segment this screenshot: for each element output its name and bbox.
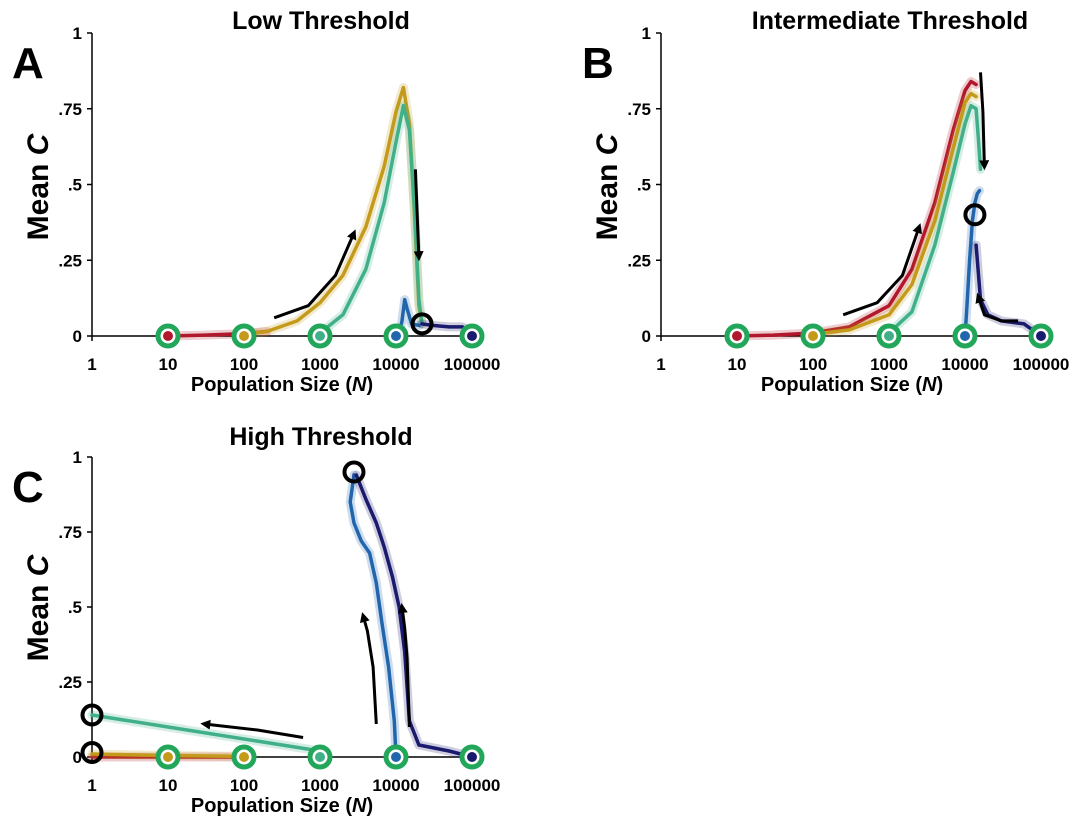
x-tick-label: 1000 [870,355,908,374]
y-tick-label: .25 [58,673,82,692]
end-point-marker [963,203,987,227]
x-tick-label: 10000 [372,355,419,374]
start-point-dot [315,752,325,762]
x-tick-label: 10 [728,355,747,374]
end-point-marker [410,312,434,336]
y-tick-label: .25 [58,251,82,270]
x-tick-label: 10000 [372,776,419,795]
start-point-dot [315,331,325,341]
y-tick-label: 1 [73,24,82,43]
y-tick-label: .75 [627,100,651,119]
y-tick-label: 0 [73,327,82,346]
x-tick-label: 10 [159,776,178,795]
start-point-dot [467,331,477,341]
start-point-dot [1036,331,1046,341]
trajectory-arrow [273,229,357,320]
panel-label-c: C [12,463,44,512]
x-tick-label: 100000 [444,355,501,374]
panel-label-a: A [12,39,44,88]
x-axis-label-b: Population Size (N) [761,374,943,396]
trajectory-arrow [360,612,378,725]
x-tick-label: 100000 [444,776,501,795]
start-point-dot [163,752,173,762]
y-tick-label: .5 [68,598,82,617]
y-tick-label: 0 [642,327,651,346]
x-tick-label: 1 [656,355,665,374]
x-tick-label: 1 [87,355,96,374]
start-point-dot [391,752,401,762]
end-point-marker [80,741,104,764]
x-tick-label: 1000 [301,776,339,795]
series-line [348,473,398,759]
chart-title-intermediate: Intermediate Threshold [752,7,1028,35]
series-line [354,473,474,759]
panel-low-threshold: A Low Threshold Mean C Population Size (… [12,7,500,396]
x-tick-label: 10000 [941,355,988,374]
series-line [90,713,322,753]
y-tick-label: .5 [637,176,651,195]
y-tick-label: .5 [68,176,82,195]
end-point-marker [342,460,366,484]
chart-title-high: High Threshold [229,423,412,451]
y-tick-label: .25 [627,251,651,270]
y-axis-label-a: Mean C [22,132,55,240]
start-point-dot [884,331,894,341]
x-axis-label-c: Population Size (N) [191,795,373,817]
series-line [887,103,983,335]
start-point-dot [239,331,249,341]
start-point-dot [239,752,249,762]
x-axis-label-a: Population Size (N) [191,374,373,396]
start-point-dot [732,331,742,341]
end-point-marker [80,703,104,727]
panel-label-b: B [582,39,614,88]
start-point-dot [960,331,970,341]
start-point-dot [467,752,477,762]
x-tick-label: 1000 [301,355,339,374]
x-tick-label: 100 [230,776,258,795]
trajectory-arrow [975,292,1019,323]
y-tick-label: 1 [642,24,651,43]
trajectory-arrow [413,169,424,262]
start-point-dot [808,331,818,341]
y-axis-label-c: Mean C [22,553,55,661]
start-point-dot [391,331,401,341]
y-tick-label: 1 [73,448,82,467]
x-tick-label: 100 [230,355,258,374]
y-tick-label: .75 [58,100,82,119]
start-point-dot [163,331,173,341]
trajectory-arrow [979,72,990,171]
x-tick-label: 1 [87,776,96,795]
x-tick-label: 100 [799,355,827,374]
chart-title-low: Low Threshold [232,7,410,35]
x-tick-label: 100000 [1013,355,1070,374]
panel-intermediate-threshold: B Intermediate Threshold Mean C Populati… [582,7,1069,396]
x-tick-label: 10 [159,355,178,374]
y-tick-label: .75 [58,523,82,542]
trajectory-arrow [397,603,411,728]
panel-high-threshold: C High Threshold Mean C Population Size … [12,423,500,817]
series-line [811,91,978,336]
y-tick-label: 0 [73,748,82,767]
trajectory-arrow [200,719,304,739]
series-line [963,188,982,338]
y-axis-label-b: Mean C [591,132,624,240]
trajectory-arrow [842,223,922,317]
series-line [735,79,978,338]
